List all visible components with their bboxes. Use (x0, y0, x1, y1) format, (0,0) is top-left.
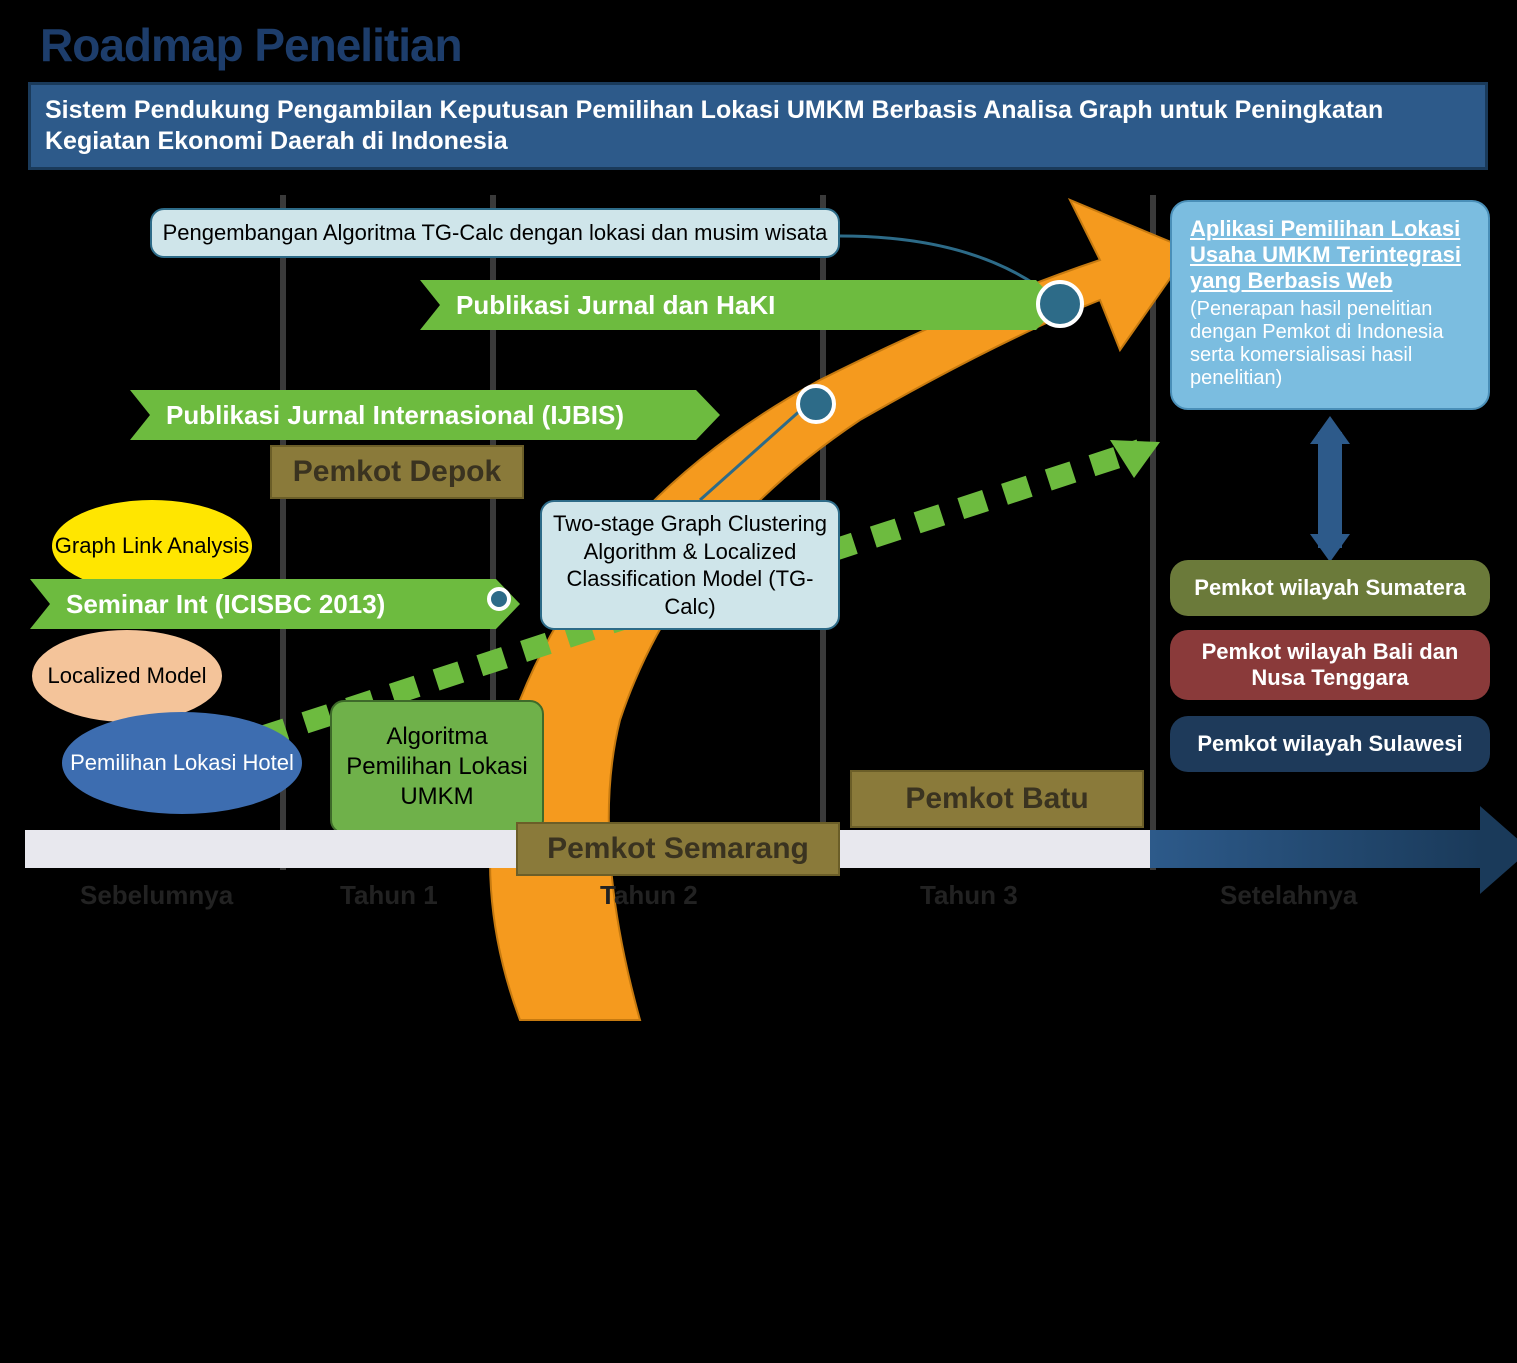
phase-label: Tahun 1 (340, 880, 438, 911)
region-sumatera: Pemkot wilayah Sumatera (1170, 560, 1490, 616)
phase-label: Setelahnya (1220, 880, 1357, 911)
page-title: Roadmap Penelitian (40, 18, 462, 72)
ribbon-seminar: Seminar Int (ICISBC 2013) (30, 579, 496, 629)
callout-dot-tgcalc-big (796, 384, 836, 424)
result-main-title: Aplikasi Pemilihan Lokasi Usaha UMKM Ter… (1190, 216, 1470, 294)
ellipse-hotel: Pemilihan Lokasi Hotel (62, 712, 302, 814)
phase-label: Sebelumnya (80, 880, 233, 911)
ribbon-ijbis: Publikasi Jurnal Internasional (IJBIS) (130, 390, 696, 440)
callout-dot-tgcalc-dev (1036, 280, 1084, 328)
callout-dot-tgcalc-small (487, 587, 511, 611)
double-arrow-up (1310, 416, 1350, 444)
pemkot-semarang: Pemkot Semarang (516, 822, 840, 876)
timeline-end (1150, 830, 1482, 868)
subtitle-banner: Sistem Pendukung Pengambilan Keputusan P… (28, 82, 1488, 170)
result-main-sub: (Penerapan hasil penelitian dengan Pemko… (1190, 298, 1470, 390)
pemkot-batu: Pemkot Batu (850, 770, 1144, 828)
ellipse-localized-model: Localized Model (32, 630, 222, 722)
phase-label: Tahun 2 (600, 880, 698, 911)
region-bali: Pemkot wilayah Bali dan Nusa Tenggara (1170, 630, 1490, 700)
ribbon-haki: Publikasi Jurnal dan HaKI (420, 280, 1036, 330)
callout-tgcalc-dev: Pengembangan Algoritma TG-Calc dengan lo… (150, 208, 840, 258)
result-main-box: Aplikasi Pemilihan Lokasi Usaha UMKM Ter… (1170, 200, 1490, 410)
pemkot-depok: Pemkot Depok (270, 445, 524, 499)
phase-divider (1150, 195, 1156, 870)
double-arrow-down (1310, 534, 1350, 562)
region-sulawesi: Pemkot wilayah Sulawesi (1170, 716, 1490, 772)
phase-label: Tahun 3 (920, 880, 1018, 911)
algo-umkm-box: Algoritma Pemilihan Lokasi UMKM (330, 700, 544, 834)
timeline-arrowhead-icon (1480, 806, 1517, 894)
callout-tgcalc: Two-stage Graph Clustering Algorithm & L… (540, 500, 840, 630)
